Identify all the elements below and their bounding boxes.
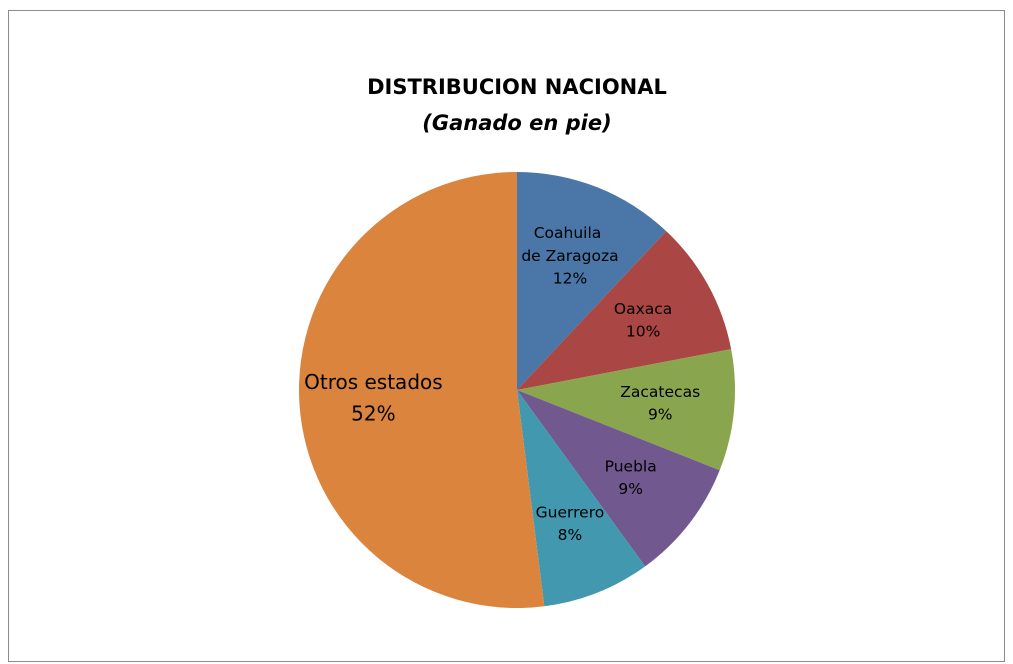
- slice-label: Puebla: [605, 457, 657, 475]
- pie-slice: [517, 390, 720, 567]
- slice-label: Otros estados: [304, 370, 443, 394]
- pie-slice: [517, 172, 667, 390]
- pie-slice: [517, 349, 735, 471]
- slice-value-label: 52%: [351, 402, 395, 426]
- slice-value-label: 12%: [553, 270, 587, 288]
- chart-subtitle: (Ganado en pie): [422, 111, 611, 135]
- pie-slice: [517, 231, 732, 390]
- pie-slice: [299, 172, 545, 608]
- slice-value-label: 9%: [618, 480, 643, 498]
- slice-label: Coahuila de Zaragoza: [521, 224, 618, 265]
- slice-label: Oaxaca: [614, 300, 672, 318]
- slice-value-label: 9%: [648, 406, 673, 424]
- chart-title: DISTRIBUCION NACIONAL: [367, 75, 667, 99]
- slice-value-label: 8%: [558, 526, 583, 544]
- slice-label: Zacatecas: [620, 383, 700, 401]
- pie-slice: [517, 390, 646, 607]
- slice-value-label: 10%: [626, 323, 660, 341]
- slice-label: Guerrero: [536, 503, 605, 521]
